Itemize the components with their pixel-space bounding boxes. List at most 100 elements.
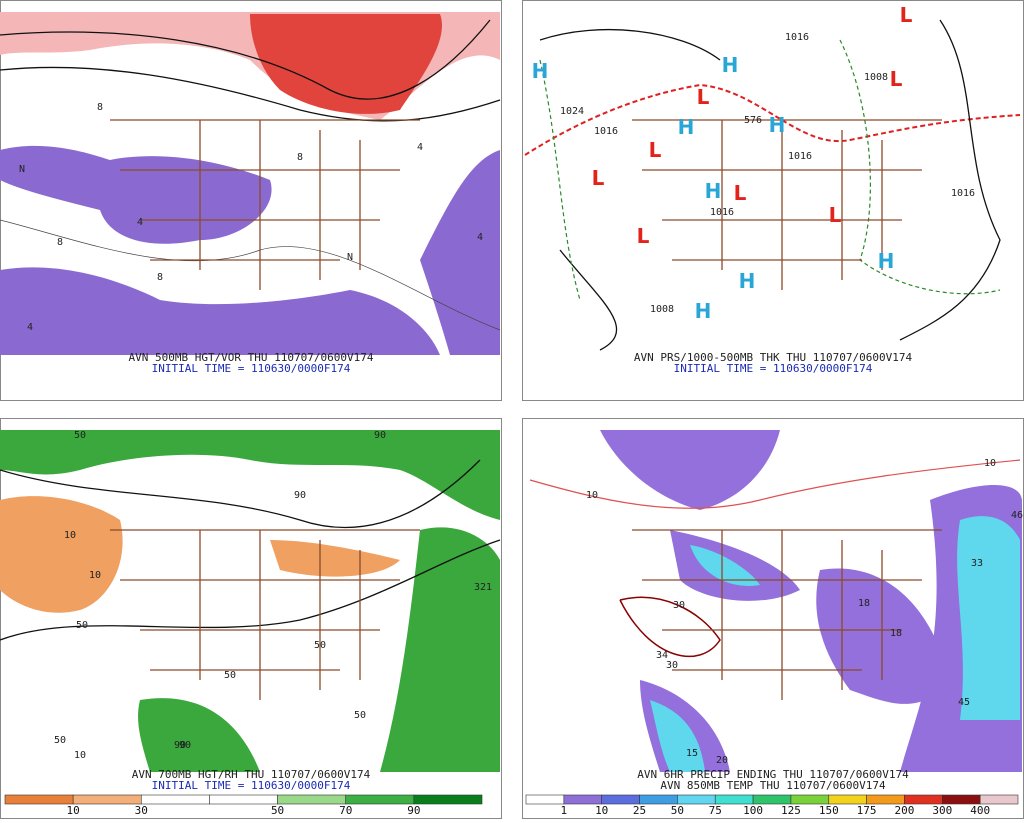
contour-label: 10 [586,490,598,501]
pressure-center: L [900,3,913,27]
contour-label: 4 [417,142,423,153]
colorbar-label: 125 [781,804,801,817]
contour-label: 10 [74,750,86,761]
contour-label: 1016 [785,32,809,43]
map-shading [529,430,1022,772]
pressure-center: H [769,113,786,137]
pressure-center: H [705,179,722,203]
contour-label: 90 [174,740,186,751]
colorbar-label: 50 [671,804,684,817]
colorbar-swatch [277,794,347,805]
colorbar-swatch [563,794,602,805]
contour-label: 1016 [788,151,812,162]
contour-label: 10 [89,570,101,581]
colorbar-swatch [413,794,483,805]
contour-label: 30 [673,600,685,611]
contour-label: 8 [157,272,163,283]
colorbar-swatch [904,794,943,805]
colorbar-swatch [866,794,905,805]
contour-label: 1008 [650,304,674,315]
contour-label: 90 [179,740,191,751]
colorbar-swatch [677,794,716,805]
colorbar-swatch [752,794,792,805]
state-borders [110,119,942,700]
pressure-center: H [678,115,695,139]
pressure-center: L [890,67,903,91]
colorbar-label: 10 [595,804,608,817]
contour-label: 1016 [951,188,975,199]
colorbar-swatch [714,794,754,805]
pressure-center: H [532,59,549,83]
contour-label: 50 [314,640,326,651]
panel-frame [0,0,502,401]
map-caption: AVN 500MB HGT/VOR THU 110707/0600V174 [128,351,373,364]
panel-frame [522,0,1024,401]
map-subcaption: INITIAL TIME = 110630/0000F174 [152,362,351,375]
contour-label: 50 [76,620,88,631]
contour-label: 50 [354,710,366,721]
contour-label: 18 [858,598,870,609]
contour-label: 33 [971,558,983,569]
pressure-center: H [722,53,739,77]
contour-label: 8 [297,152,303,163]
pressure-center: L [829,203,842,227]
pressure-center: L [697,85,710,109]
contour-label: 1008 [864,72,888,83]
contour-label: N [347,252,353,263]
pressure-center: H [739,269,756,293]
map-shading [0,12,501,355]
colorbar-label: 75 [709,804,722,817]
contour-label: 10 [64,530,76,541]
pressure-center: L [649,138,662,162]
contour-label: 8 [57,237,63,248]
colorbar-label: 50 [271,804,284,817]
colorbar-swatch [979,794,1019,805]
contour-label: 90 [374,430,386,441]
colorbar-label: 30 [135,804,148,817]
colorbar-swatch [790,794,830,805]
colorbar-label: 300 [932,804,952,817]
colorbar-label: 10 [67,804,80,817]
pressure-center: L [592,166,605,190]
contour-label: 50 [54,735,66,746]
colorbar-label: 70 [339,804,352,817]
map-caption: AVN 700MB HGT/RH THU 110707/0600V174 [132,768,371,781]
colorbar-label: 175 [857,804,877,817]
pressure-center: L [734,181,747,205]
contour-label: 4 [27,322,33,333]
map-subcaption: INITIAL TIME = 110630/0000F174 [674,362,873,375]
map-subcaption: AVN 850MB TEMP THU 110707/0600V174 [660,779,886,792]
colorbar-label: 90 [407,804,420,817]
colorbar-swatch [72,794,142,805]
map-caption: AVN PRS/1000-500MB THK THU 110707/0600V1… [634,351,913,364]
contour-label: 18 [890,628,902,639]
contour-label: 15 [686,748,698,759]
colorbar-swatch [140,794,210,805]
contour-label: 46 [1011,510,1023,521]
pressure-center: H [878,249,895,273]
colorbar-label: 25 [633,804,646,817]
contour-label: 50 [224,670,236,681]
map-shading [0,430,501,772]
contour-label: 10 [984,458,996,469]
contour-label: 4 [477,232,483,243]
contour-label: 4 [137,217,143,228]
contour-label: 321 [474,582,492,593]
contour-label: N [19,164,25,175]
map-caption: AVN 6HR PRECIP ENDING THU 110707/0600V17… [637,768,909,781]
colorbar-label: 100 [743,804,763,817]
contour-label: 1016 [710,207,734,218]
contour-label: 90 [294,490,306,501]
contour-label: 1016 [594,126,618,137]
colorbar-label: 400 [970,804,990,817]
colorbar-swatch [601,794,640,805]
map-lines [524,19,1021,351]
contour-label: 30 [666,660,678,671]
colorbar-swatch [4,794,74,805]
colorbar-swatch [639,794,678,805]
pressure-center: H [695,299,712,323]
colorbar-swatch [828,794,867,805]
colorbar-swatch [209,794,278,805]
colorbar-swatch [525,794,565,805]
contour-label: 34 [656,650,668,661]
